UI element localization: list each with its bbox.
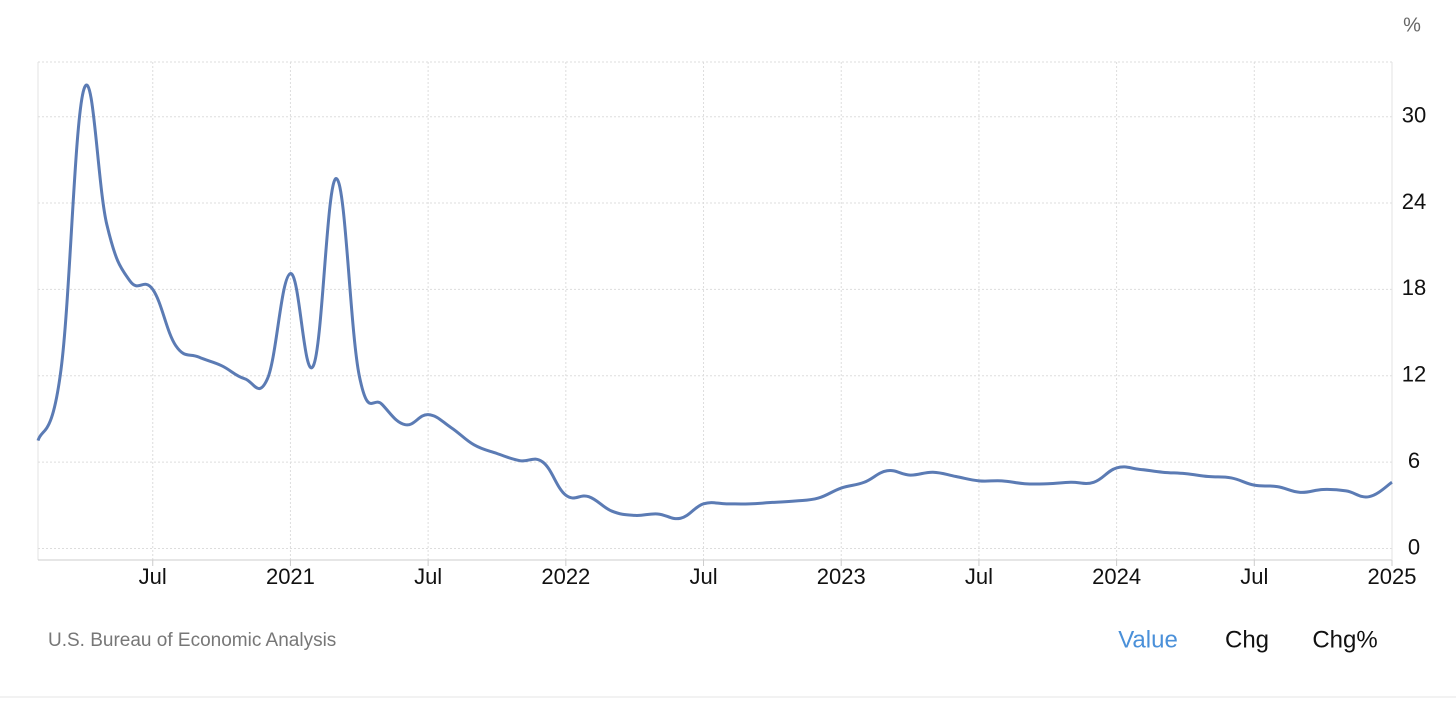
y-tick-label: 30 [1402,103,1426,128]
x-tick-label: 2023 [817,564,866,589]
x-tick-label: 2025 [1368,564,1417,589]
tab-button[interactable]: Chg [1225,626,1269,653]
y-tick-label: 18 [1402,275,1426,300]
x-tick-label: Jul [965,564,993,589]
tab-button[interactable]: Chg% [1312,626,1377,653]
x-tick-label: 2024 [1092,564,1141,589]
y-tick-label: 6 [1408,448,1420,473]
x-tick-label: 2022 [541,564,590,589]
y-tick-label: 12 [1402,362,1426,387]
x-tick-label: Jul [139,564,167,589]
x-tick-label: Jul [1240,564,1268,589]
tab-button[interactable]: Value [1118,626,1178,653]
x-tick-label: 2021 [266,564,315,589]
unit-label: % [1403,14,1421,36]
y-tick-label: 0 [1408,534,1420,559]
source: U.S. Bureau of Economic Analysis [48,630,336,651]
y-tick-label: 24 [1402,189,1426,214]
x-tick-label: Jul [414,564,442,589]
series-line [36,83,1393,521]
x-tick-label: Jul [689,564,717,589]
